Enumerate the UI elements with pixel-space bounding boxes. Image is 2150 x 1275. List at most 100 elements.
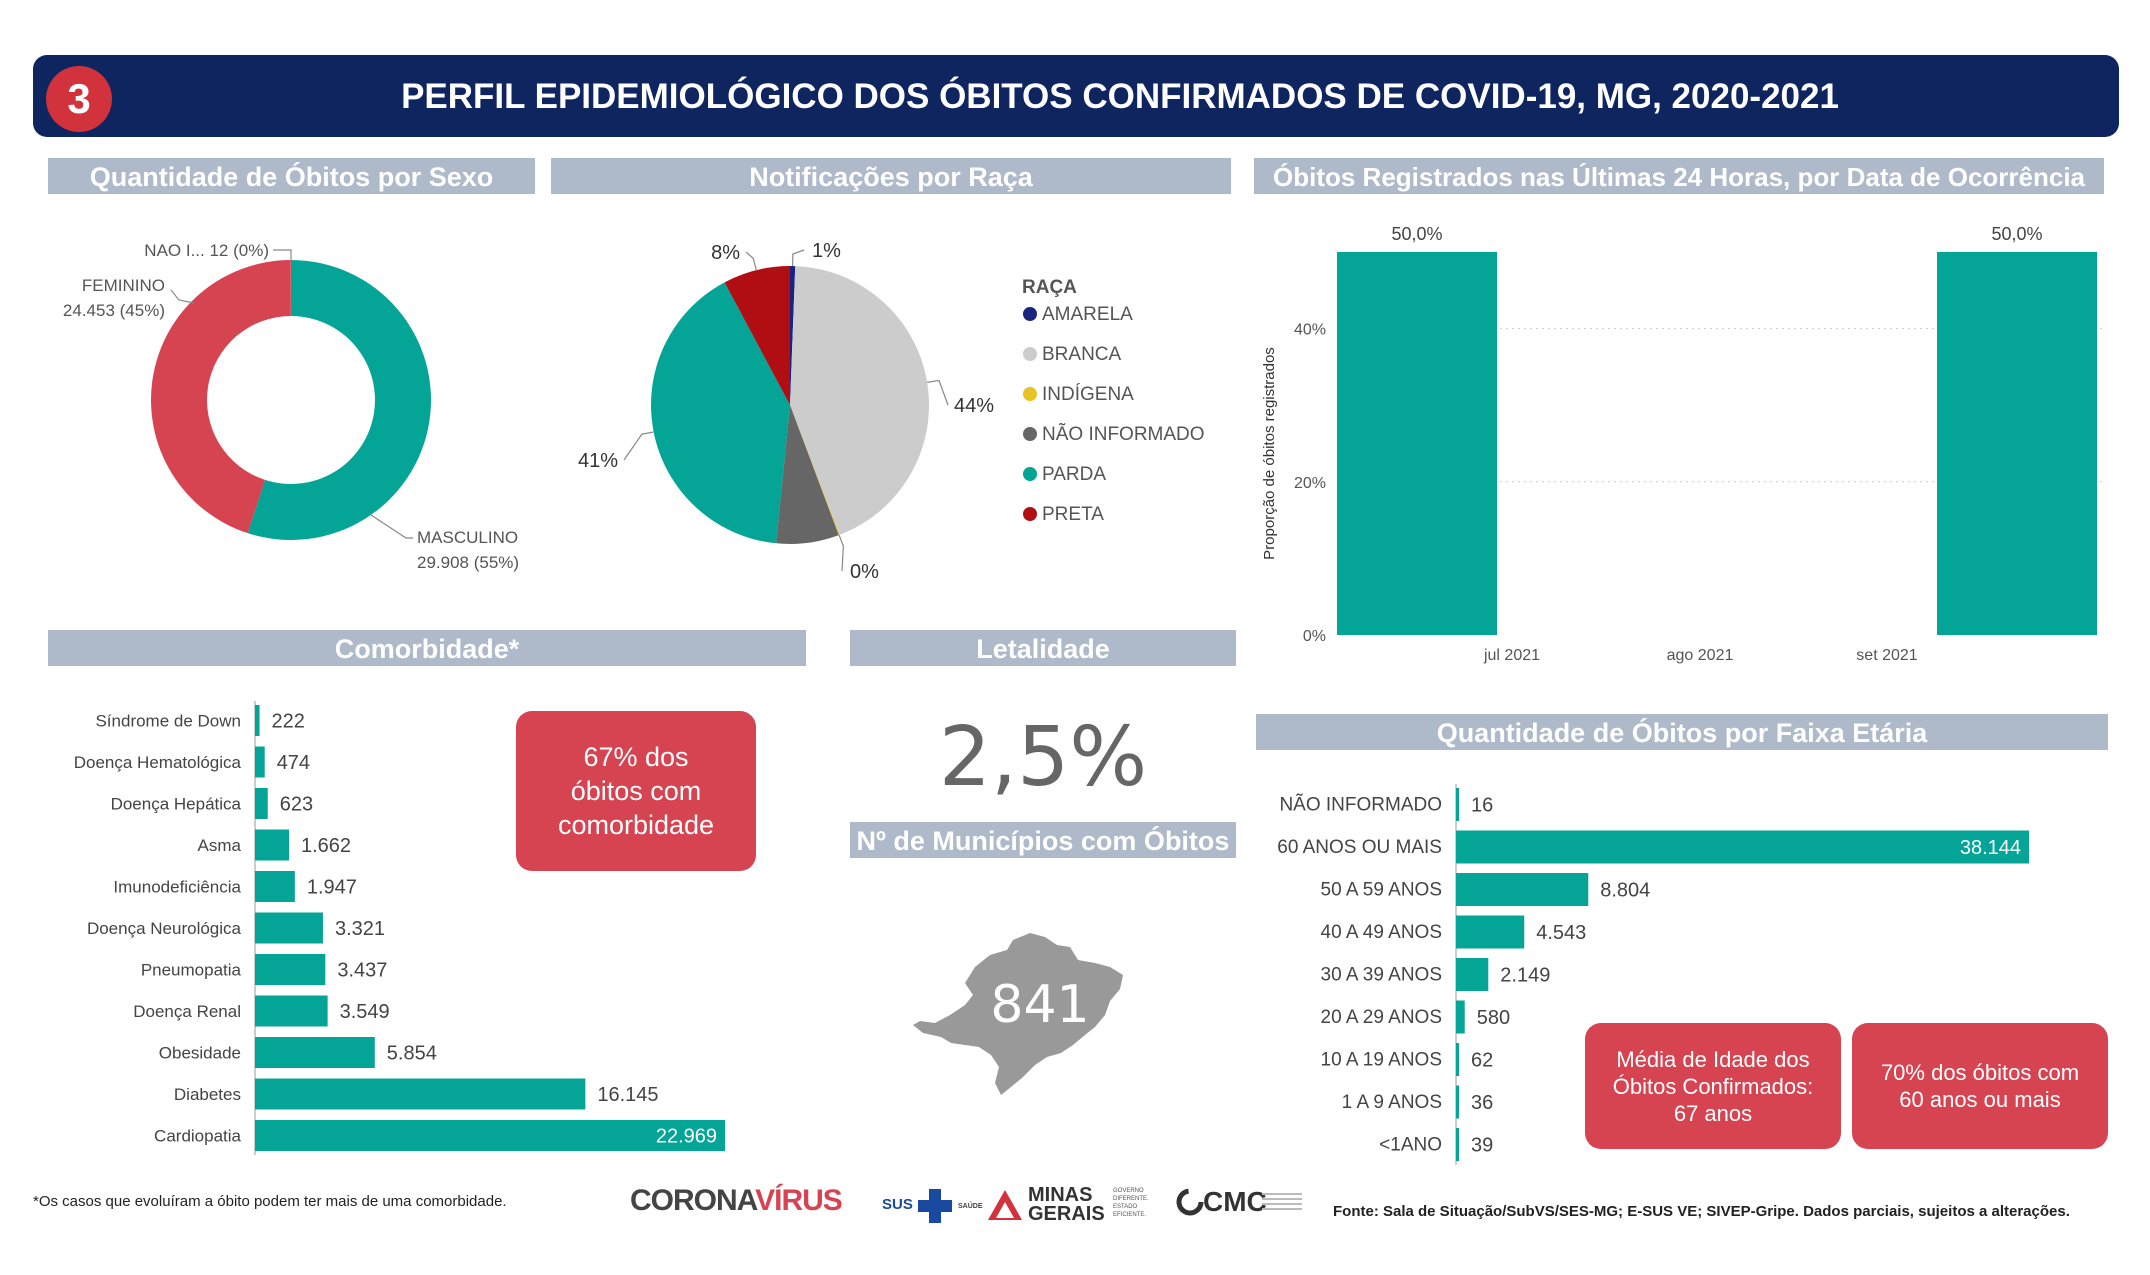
leader-line	[792, 249, 805, 267]
bar-value-label: 1.662	[301, 835, 351, 857]
category-label: Diabetes	[174, 1085, 241, 1104]
pie-slice	[790, 405, 840, 536]
bar-value-label: 474	[277, 752, 310, 774]
faixa-header: Quantidade de Óbitos por Faixa Etária	[1256, 714, 2108, 750]
x-tick-label: ago 2021	[1667, 647, 1734, 664]
bar-value-label: 50,0%	[1991, 224, 2042, 244]
bar	[1456, 915, 1525, 949]
cmc-ring-icon	[1176, 1188, 1204, 1216]
card-line: 67 anos	[1673, 1100, 1753, 1126]
section-number-badge: 3	[46, 66, 112, 132]
category-label: NÃO INFORMADO	[1279, 794, 1442, 816]
bar-value-label: 38.144	[1960, 837, 2021, 859]
bar	[1456, 958, 1489, 991]
bar	[255, 1037, 375, 1068]
letalidade-value: 2,5%	[938, 710, 1148, 805]
pie-slice	[724, 266, 790, 405]
letalidade-header: Letalidade	[850, 630, 1236, 666]
card-line: Média de Idade dos	[1616, 1046, 1810, 1072]
leader-line	[273, 249, 292, 260]
logo-text: SUS	[882, 1196, 913, 1213]
bar-value-label: 623	[280, 794, 313, 816]
category-label: Pneumopatia	[141, 961, 242, 980]
leader-line	[370, 514, 413, 539]
bar	[255, 995, 328, 1027]
minas-gerais-map-icon	[913, 933, 1123, 1095]
category-label: Cardiopatia	[154, 1127, 241, 1146]
card-line: 60 anos ou mais	[1899, 1087, 2061, 1112]
bar-value-label: 2.149	[1500, 965, 1550, 987]
legend-label: BRANCA	[1042, 344, 1122, 365]
bar	[1456, 873, 1589, 906]
slice-label: 0%	[850, 561, 879, 583]
legend-swatch	[1023, 387, 1037, 401]
donut-slice	[151, 260, 291, 534]
page-title: PERFIL EPIDEMIOLÓGICO DOS ÓBITOS CONFIRM…	[401, 77, 1839, 116]
legend-swatch	[1023, 347, 1037, 361]
legend-label: AMARELA	[1042, 304, 1133, 325]
municipios-header: Nº de Municípios com Óbitos	[850, 822, 1236, 858]
logo-text: CORONA	[630, 1184, 756, 1217]
bar	[255, 829, 290, 861]
footnote: *Os casos que evoluíram a óbito podem te…	[33, 1193, 507, 1210]
bar-value-label: 3.549	[340, 1001, 390, 1023]
category-label: 10 A 19 ANOS	[1321, 1050, 1442, 1071]
leader-line	[170, 289, 195, 304]
pie-slice	[790, 266, 796, 405]
category-label: Doença Hepática	[111, 795, 242, 814]
category-label: Síndrome de Down	[95, 712, 241, 731]
slice-value: 29.908 (55%)	[417, 553, 519, 572]
bar-value-label: 4.543	[1536, 922, 1586, 944]
pie-slice	[651, 282, 790, 544]
category-label: Imunodeficiência	[113, 878, 241, 897]
comorbidade-header: Comorbidade*	[48, 630, 806, 666]
card-line: óbitos com	[570, 776, 702, 806]
sus-logo: SUS	[882, 1187, 972, 1223]
ultimas24h-header: Óbitos Registrados nas Últimas 24 Horas,…	[1254, 158, 2104, 194]
donut-slice	[247, 260, 431, 540]
cmc-logo: CMC	[1203, 1186, 1267, 1217]
bar-value-label: 16	[1471, 795, 1493, 817]
y-tick-label: 40%	[1294, 322, 1326, 339]
bar-value-label: 50,0%	[1391, 224, 1442, 244]
ultimas24h-bar-chart: 0% 20% 40% Proporção de óbitos registrados 5…	[1261, 224, 2104, 664]
logo-text: DIFERENTE.	[1113, 1196, 1149, 1202]
bar	[255, 1120, 725, 1151]
card-line: Óbitos Confirmados:	[1612, 1073, 1814, 1099]
title-banner	[33, 55, 2119, 137]
category-label: Doença Renal	[133, 1002, 241, 1021]
minas-triangle-icon	[988, 1190, 1022, 1220]
comorbidade-bar-chart: Síndrome de Down 222 Doença Hematológica 47…	[74, 701, 725, 1155]
legend-swatch	[1023, 507, 1037, 521]
category-label: 1 A 9 ANOS	[1342, 1092, 1442, 1113]
minas-gerais-logo: MINAS GERAIS	[1028, 1185, 1105, 1224]
category-label: 40 A 49 ANOS	[1321, 922, 1442, 943]
slice-label: 1%	[812, 240, 841, 262]
sexo-donut-chart: MASCULINO 29.908 (55%) FEMININO 24.453 (45%…	[63, 241, 519, 572]
bar-value-label: 39	[1471, 1135, 1493, 1157]
raca-pie-chart: 1% 44% 0% 41% 8% RAÇA AMARELA BRANCA INDÍGENA NÃO…	[578, 240, 1205, 583]
category-label: 20 A 29 ANOS	[1321, 1007, 1442, 1028]
bar	[1456, 1085, 1459, 1119]
pie-slice	[776, 405, 839, 544]
legend-label: PRETA	[1042, 504, 1104, 525]
bar	[255, 705, 260, 736]
slice-label: 41%	[578, 450, 618, 472]
bar	[1456, 1043, 1459, 1076]
bar-value-label: 22.969	[656, 1126, 717, 1148]
governo-tagline: GOVERNO DIFERENTE. ESTADO EFICIENTE.	[1113, 1187, 1149, 1219]
leader-line	[745, 251, 757, 271]
logo-text: EFICIENTE.	[1113, 1212, 1147, 1218]
category-label: 30 A 39 ANOS	[1321, 965, 1442, 986]
y-tick-label: 0%	[1303, 628, 1326, 645]
pie-slice	[790, 266, 929, 535]
saude-label: SAÚDE	[958, 1203, 983, 1210]
slice-label: MASCULINO	[417, 528, 518, 547]
bar	[1337, 252, 1497, 635]
bar-value-label: 3.437	[337, 960, 387, 982]
bar	[1456, 1128, 1459, 1161]
slice-label: NAO I... 12 (0%)	[144, 241, 269, 260]
media-idade-card: Média de Idade dos Óbitos Confirmados: 6…	[1585, 1023, 1841, 1149]
legend-swatch	[1023, 427, 1037, 441]
logo-text: VÍRUS	[755, 1184, 843, 1217]
